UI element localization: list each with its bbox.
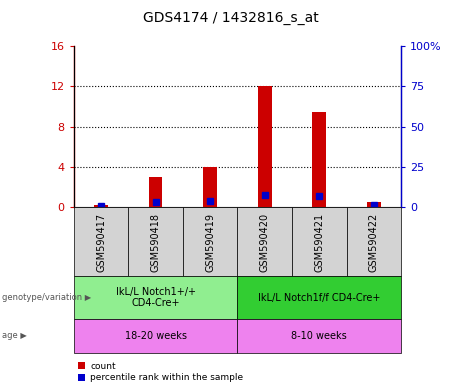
Text: 8-10 weeks: 8-10 weeks [291,331,347,341]
Bar [237,207,292,276]
Bar [74,207,128,276]
Bar [128,207,183,276]
Bar [237,319,401,353]
Text: GSM590419: GSM590419 [205,213,215,272]
Bar [237,276,401,319]
Legend: count, percentile rank within the sample: count, percentile rank within the sample [78,362,243,382]
Bar [258,86,272,207]
Text: genotype/variation ▶: genotype/variation ▶ [2,293,92,302]
Text: GSM590417: GSM590417 [96,213,106,272]
Text: IkL/L Notch1+/+
CD4-Cre+: IkL/L Notch1+/+ CD4-Cre+ [116,287,195,308]
Text: GSM590422: GSM590422 [369,213,379,272]
Bar [74,319,237,353]
Bar [292,207,347,276]
Bar [347,207,401,276]
Bar [367,202,381,207]
Bar [313,112,326,207]
Bar [94,205,108,207]
Text: GDS4174 / 1432816_s_at: GDS4174 / 1432816_s_at [142,11,319,25]
Text: 18-20 weeks: 18-20 weeks [124,331,187,341]
Text: GSM590418: GSM590418 [151,213,160,272]
Bar [203,167,217,207]
Text: GSM590421: GSM590421 [314,213,324,272]
Bar [183,207,237,276]
Bar [74,276,237,319]
Text: IkL/L Notch1f/f CD4-Cre+: IkL/L Notch1f/f CD4-Cre+ [258,293,380,303]
Text: age ▶: age ▶ [2,331,27,341]
Bar [149,177,162,207]
Text: GSM590420: GSM590420 [260,213,270,272]
